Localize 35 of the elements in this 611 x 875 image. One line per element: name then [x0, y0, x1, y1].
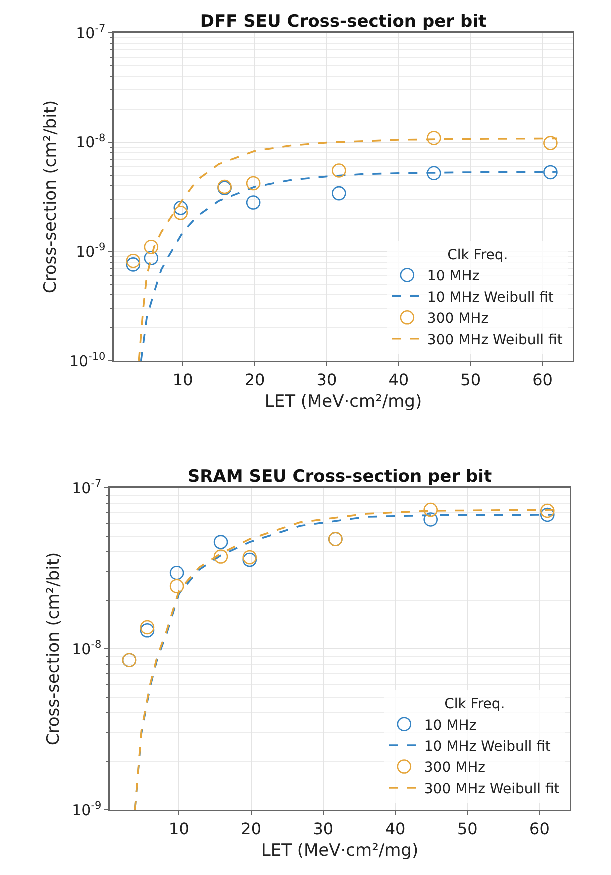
x-axis-title: LET (MeV·cm²/mg) [261, 840, 419, 861]
legend-label: 10 MHz Weibull fit [427, 290, 554, 306]
x-tick-label: 40 [388, 370, 410, 390]
chart-title: SRAM SEU Cross-section per bit [188, 467, 492, 487]
x-tick-label: 50 [460, 370, 482, 390]
legend-label: 10 MHz Weibull fit [424, 739, 552, 756]
y-axis-title: Cross-section (cm²/bit) [41, 100, 62, 294]
y-tick-label: 10$^{-10}$ [69, 350, 106, 370]
y-tick-label: 10$^{-7}$ [72, 478, 102, 498]
legend-label: 300 MHz Weibull fit [424, 781, 560, 798]
y-tick-label: 10$^{-8}$ [76, 132, 106, 152]
legend-title: Clk Freq. [448, 248, 508, 264]
y-tick-label: 10$^{-9}$ [76, 242, 106, 261]
x-tick-label: 50 [457, 820, 478, 838]
x-tick-label: 10 [169, 820, 190, 838]
x-tick-label: 20 [244, 370, 266, 390]
chart-title: DFF SEU Cross-section per bit [200, 12, 487, 32]
legend-label: 300 MHz [427, 311, 489, 328]
legend-label: 10 MHz [427, 268, 480, 285]
x-tick-label: 60 [532, 370, 553, 390]
x-tick-label: 30 [316, 370, 338, 390]
legend-label: 10 MHz [424, 718, 477, 734]
x-tick-label: 40 [385, 820, 406, 838]
x-axis-title: LET (MeV·cm²/mg) [264, 392, 422, 412]
x-tick-label: 20 [241, 820, 262, 838]
y-tick-label: 10$^{-9}$ [72, 800, 102, 820]
legend-label: 300 MHz [424, 760, 486, 776]
x-tick-label: 30 [313, 820, 334, 838]
x-tick-label: 10 [172, 370, 194, 390]
legend-title: Clk Freq. [444, 696, 506, 713]
y-axis-title: Cross-section (cm²/bit) [44, 552, 64, 746]
y-tick-label: 10$^{-8}$ [72, 638, 102, 658]
y-tick-label: 10$^{-7}$ [76, 22, 106, 42]
legend-label: 300 MHz Weibull fit [427, 332, 564, 348]
x-tick-label: 60 [530, 820, 550, 838]
